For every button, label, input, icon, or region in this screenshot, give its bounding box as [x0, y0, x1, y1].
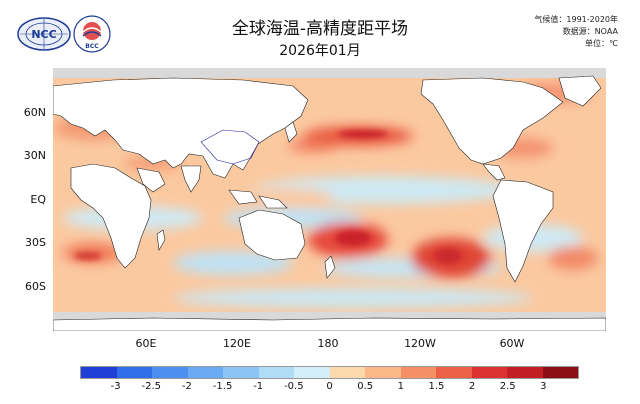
- colorbar-label: -1: [253, 381, 264, 392]
- colorbar-swatch: [471, 367, 507, 378]
- lat-label-30s: 30S: [25, 236, 46, 249]
- colorbar-swatch: [152, 367, 188, 378]
- colorbar-swatch: [294, 367, 330, 378]
- colorbar-swatch: [81, 367, 117, 378]
- colorbar-label: 1: [397, 381, 404, 392]
- lon-label-120e: 120E: [223, 337, 251, 350]
- colorbar-label: -2.5: [141, 381, 162, 392]
- colorbar-swatch: [507, 367, 543, 378]
- colorbar-label: -2: [181, 381, 192, 392]
- lat-label-60s: 60S: [25, 280, 46, 293]
- map-title: 全球海温-高精度距平场: [231, 19, 409, 39]
- colorbar-label: 3: [540, 381, 547, 392]
- colorbar-label: -3: [110, 381, 121, 392]
- lat-label-60n: 60N: [23, 106, 46, 119]
- colorbar-label: 0.5: [357, 381, 374, 392]
- colorbar-label: 2: [468, 381, 476, 392]
- colorbar-label: 1.5: [428, 381, 445, 392]
- colorbar-label: 2.5: [499, 381, 516, 392]
- colorbar: [80, 366, 579, 379]
- bcc-logo: BCC: [72, 14, 112, 58]
- colorbar-swatch: [116, 367, 152, 378]
- colorbar-label: 0: [326, 381, 333, 392]
- colorbar-swatch: [329, 367, 365, 378]
- sst-anomaly-map: [53, 68, 606, 331]
- map-subtitle: 2026年01月: [279, 43, 361, 59]
- land-masses: [53, 75, 606, 331]
- lon-label-120w: 120W: [404, 337, 436, 350]
- colorbar-swatch: [223, 367, 259, 378]
- colorbar-swatch: [365, 367, 401, 378]
- colorbar-swatch: [258, 367, 294, 378]
- ncc-logo: NCC: [16, 16, 72, 56]
- colorbar-swatch: [187, 367, 223, 378]
- source-note: 数据源：NOAA: [562, 27, 618, 36]
- svg-text:NCC: NCC: [31, 28, 56, 41]
- lat-label-eq: EQ: [30, 193, 46, 206]
- climatology-note: 气候值：1991-2020年: [534, 15, 618, 24]
- lon-label-60e: 60E: [135, 337, 157, 350]
- colorbar-label: -1.5: [212, 381, 233, 392]
- colorbar-swatch: [436, 367, 472, 378]
- colorbar-swatch: [542, 367, 578, 378]
- lon-label-60w: 60W: [499, 337, 525, 350]
- unit-note: 单位：℃: [585, 39, 618, 48]
- lat-label-30n: 30N: [23, 149, 46, 162]
- colorbar-swatch: [400, 367, 436, 378]
- lon-label-180: 180: [317, 337, 339, 350]
- colorbar-label: -0.5: [284, 381, 304, 392]
- svg-text:BCC: BCC: [85, 43, 99, 50]
